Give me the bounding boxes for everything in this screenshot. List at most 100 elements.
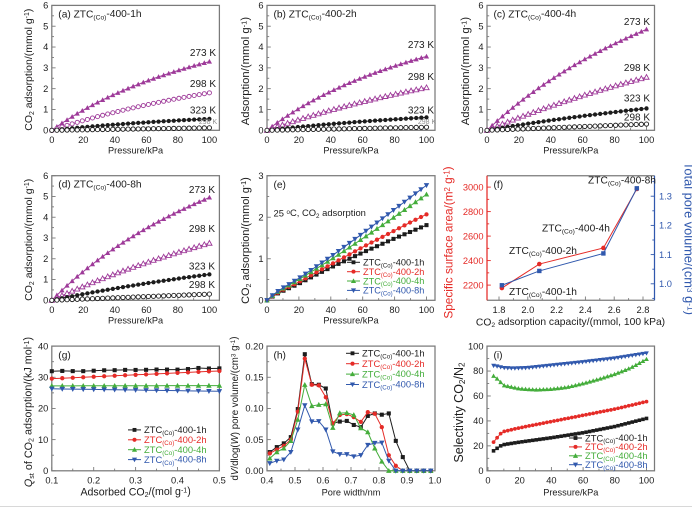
svg-text:0.20: 0.20	[245, 341, 263, 351]
svg-text:0.5: 0.5	[289, 476, 302, 486]
svg-text:4: 4	[43, 212, 48, 222]
svg-text:3000: 3000	[463, 182, 484, 192]
svg-text:4: 4	[43, 42, 48, 52]
svg-text:40: 40	[473, 416, 483, 426]
svg-text:100: 100	[202, 135, 218, 145]
svg-text:2800: 2800	[463, 207, 484, 217]
svg-text:5: 5	[43, 21, 48, 31]
svg-text:4: 4	[258, 42, 263, 52]
svg-text:Pressure/kPa: Pressure/kPa	[323, 316, 379, 326]
svg-text:4: 4	[478, 42, 483, 52]
svg-text:0: 0	[49, 135, 54, 145]
svg-text:60: 60	[358, 305, 368, 315]
svg-text:0.4: 0.4	[171, 476, 184, 486]
svg-text:6: 6	[258, 1, 263, 11]
svg-text:5: 5	[478, 21, 483, 31]
svg-text:298 K: 298 K	[199, 119, 218, 126]
svg-text:0: 0	[43, 296, 48, 306]
svg-text:2: 2	[43, 84, 48, 94]
svg-text:298 K: 298 K	[408, 72, 434, 83]
svg-text:6: 6	[43, 171, 48, 181]
svg-text:20: 20	[515, 476, 525, 486]
svg-text:dV/dlog(W) pore volume/(cm3 g-: dV/dlog(W) pore volume/(cm3 g-1)	[229, 337, 241, 481]
svg-text:2200: 2200	[463, 280, 484, 290]
svg-text:0: 0	[258, 126, 263, 136]
svg-text:30: 30	[38, 372, 48, 382]
svg-text:80: 80	[609, 135, 619, 145]
svg-text:60: 60	[141, 135, 151, 145]
svg-text:40: 40	[326, 305, 336, 315]
svg-text:0.00: 0.00	[245, 466, 263, 476]
svg-text:100: 100	[419, 135, 435, 145]
svg-text:5: 5	[43, 192, 48, 202]
svg-text:1: 1	[258, 105, 263, 115]
svg-text:1: 1	[43, 275, 48, 285]
svg-text:1.0: 1.0	[429, 476, 442, 486]
svg-text:6: 6	[478, 1, 483, 11]
svg-text:3: 3	[258, 171, 263, 181]
svg-text:1.2: 1.2	[659, 221, 672, 231]
svg-text:0: 0	[258, 296, 263, 306]
svg-text:0.2: 0.2	[87, 476, 100, 486]
svg-text:40: 40	[546, 476, 556, 486]
svg-text:Total pore volume/(cm3 g-1): Total pore volume/(cm3 g-1)	[682, 162, 692, 315]
svg-text:ZTC(Co)-400-8h: ZTC(Co)-400-8h	[588, 175, 656, 187]
svg-text:5: 5	[258, 21, 263, 31]
svg-text:60: 60	[578, 476, 588, 486]
svg-text:40: 40	[326, 135, 336, 145]
svg-text:0: 0	[43, 126, 48, 136]
svg-text:20: 20	[473, 441, 483, 451]
svg-text:80: 80	[389, 135, 399, 145]
svg-text:298 K: 298 K	[190, 79, 216, 90]
svg-text:40: 40	[546, 135, 556, 145]
svg-text:1.3: 1.3	[659, 191, 672, 201]
svg-text:1.1: 1.1	[659, 250, 672, 260]
svg-text:298 K: 298 K	[418, 119, 437, 126]
svg-text:10: 10	[38, 435, 48, 445]
svg-text:323 K: 323 K	[190, 106, 216, 117]
svg-text:Selectivity CO2/N2: Selectivity CO2/N2	[452, 362, 467, 463]
svg-text:20: 20	[78, 305, 88, 315]
svg-text:80: 80	[173, 135, 183, 145]
svg-text:0.3: 0.3	[129, 476, 142, 486]
svg-text:0.10: 0.10	[245, 404, 263, 414]
svg-text:2: 2	[258, 212, 263, 222]
svg-text:0: 0	[485, 476, 490, 486]
svg-text:0: 0	[264, 135, 269, 145]
svg-text:323 K: 323 K	[408, 106, 434, 117]
svg-text:273 K: 273 K	[190, 48, 216, 59]
svg-text:100: 100	[419, 305, 435, 315]
svg-text:Pressure/kPa: Pressure/kPa	[323, 146, 379, 156]
svg-text:3: 3	[43, 63, 48, 73]
svg-text:1: 1	[258, 254, 263, 264]
svg-text:100: 100	[468, 341, 484, 351]
svg-text:Adsorption/(mmol g-1): Adsorption/(mmol g-1)	[239, 17, 252, 126]
svg-text:40: 40	[38, 341, 48, 351]
svg-text:298 K: 298 K	[624, 113, 650, 124]
svg-text:2600: 2600	[463, 231, 484, 241]
svg-text:323 K: 323 K	[624, 94, 650, 105]
svg-text:323 K: 323 K	[189, 262, 215, 273]
svg-text:Qst of CO2 adsorption/(kJ mol-: Qst of CO2 adsorption/(kJ mol-1)	[22, 337, 36, 487]
svg-text:0.05: 0.05	[245, 435, 263, 445]
svg-text:0.5: 0.5	[213, 476, 226, 486]
svg-text:3: 3	[478, 63, 483, 73]
svg-text:60: 60	[578, 135, 588, 145]
svg-text:0: 0	[478, 466, 483, 476]
svg-text:20: 20	[38, 404, 48, 414]
svg-text:60: 60	[358, 135, 368, 145]
svg-text:2.8: 2.8	[637, 305, 650, 315]
svg-text:Pressure/kPa: Pressure/kPa	[543, 487, 599, 497]
svg-text:80: 80	[610, 476, 620, 486]
svg-text:Adsorption/(mmol g-1): Adsorption/(mmol g-1)	[459, 17, 472, 126]
svg-text:100: 100	[639, 135, 655, 145]
svg-text:0.6: 0.6	[317, 476, 330, 486]
svg-text:0: 0	[484, 135, 489, 145]
svg-text:Pressure/kPa: Pressure/kPa	[108, 146, 164, 156]
svg-text:0: 0	[478, 126, 483, 136]
svg-text:(i): (i)	[494, 350, 503, 361]
svg-text:100: 100	[202, 305, 218, 315]
svg-text:3: 3	[43, 233, 48, 243]
svg-text:20: 20	[514, 135, 524, 145]
svg-text:1.0: 1.0	[659, 279, 672, 289]
